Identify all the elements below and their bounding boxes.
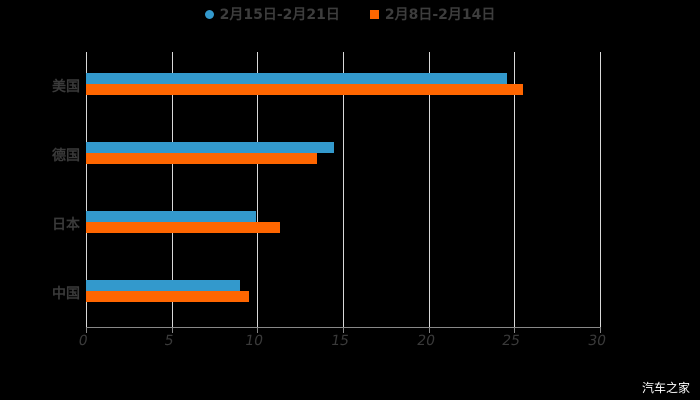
x-tick bbox=[428, 327, 430, 333]
x-tick-label: 10 bbox=[244, 333, 265, 349]
x-tick bbox=[514, 327, 516, 333]
category-label: 日本 bbox=[52, 217, 80, 233]
legend-label-series2: 2月8日-2月14日 bbox=[384, 7, 496, 23]
legend-item-series2[interactable]: 2月8日-2月14日 bbox=[369, 4, 496, 24]
category-label: 美国 bbox=[52, 79, 80, 95]
series2-marker-icon bbox=[369, 9, 379, 19]
plot-area bbox=[86, 52, 601, 327]
x-tick-label: 0 bbox=[77, 333, 89, 349]
x-tick bbox=[600, 327, 601, 333]
gridline bbox=[428, 52, 430, 327]
bar[interactable] bbox=[86, 222, 280, 233]
legend-item-series1[interactable]: 2月15日-2月21日 bbox=[204, 4, 340, 24]
legend: 2月15日-2月21日 2月8日-2月14日 bbox=[0, 4, 700, 24]
bar[interactable] bbox=[86, 211, 256, 222]
bar[interactable] bbox=[86, 291, 249, 302]
series1-marker-icon bbox=[204, 9, 214, 19]
gridline bbox=[514, 52, 516, 327]
watermark: 汽车之家 bbox=[641, 381, 690, 395]
x-tick-label: 5 bbox=[162, 333, 175, 349]
x-tick-label: 20 bbox=[415, 333, 436, 349]
x-tick bbox=[257, 327, 259, 333]
gridline bbox=[343, 52, 344, 327]
x-tick-label: 30 bbox=[586, 333, 608, 349]
gridline bbox=[86, 52, 87, 327]
bar[interactable] bbox=[86, 280, 241, 291]
x-tick-label: 15 bbox=[329, 333, 351, 349]
bar[interactable] bbox=[86, 153, 318, 164]
bar[interactable] bbox=[86, 73, 508, 84]
x-tick bbox=[86, 327, 87, 333]
x-tick bbox=[171, 327, 173, 333]
category-label: 中国 bbox=[52, 286, 80, 302]
legend-label-series1: 2月15日-2月21日 bbox=[219, 7, 340, 23]
gridline bbox=[171, 52, 173, 327]
x-tick-label: 25 bbox=[501, 333, 522, 349]
bar[interactable] bbox=[86, 84, 523, 95]
gridline bbox=[600, 52, 601, 327]
x-tick bbox=[343, 327, 344, 333]
gridline bbox=[257, 52, 259, 327]
bar[interactable] bbox=[86, 142, 335, 153]
category-label: 德国 bbox=[52, 148, 80, 164]
